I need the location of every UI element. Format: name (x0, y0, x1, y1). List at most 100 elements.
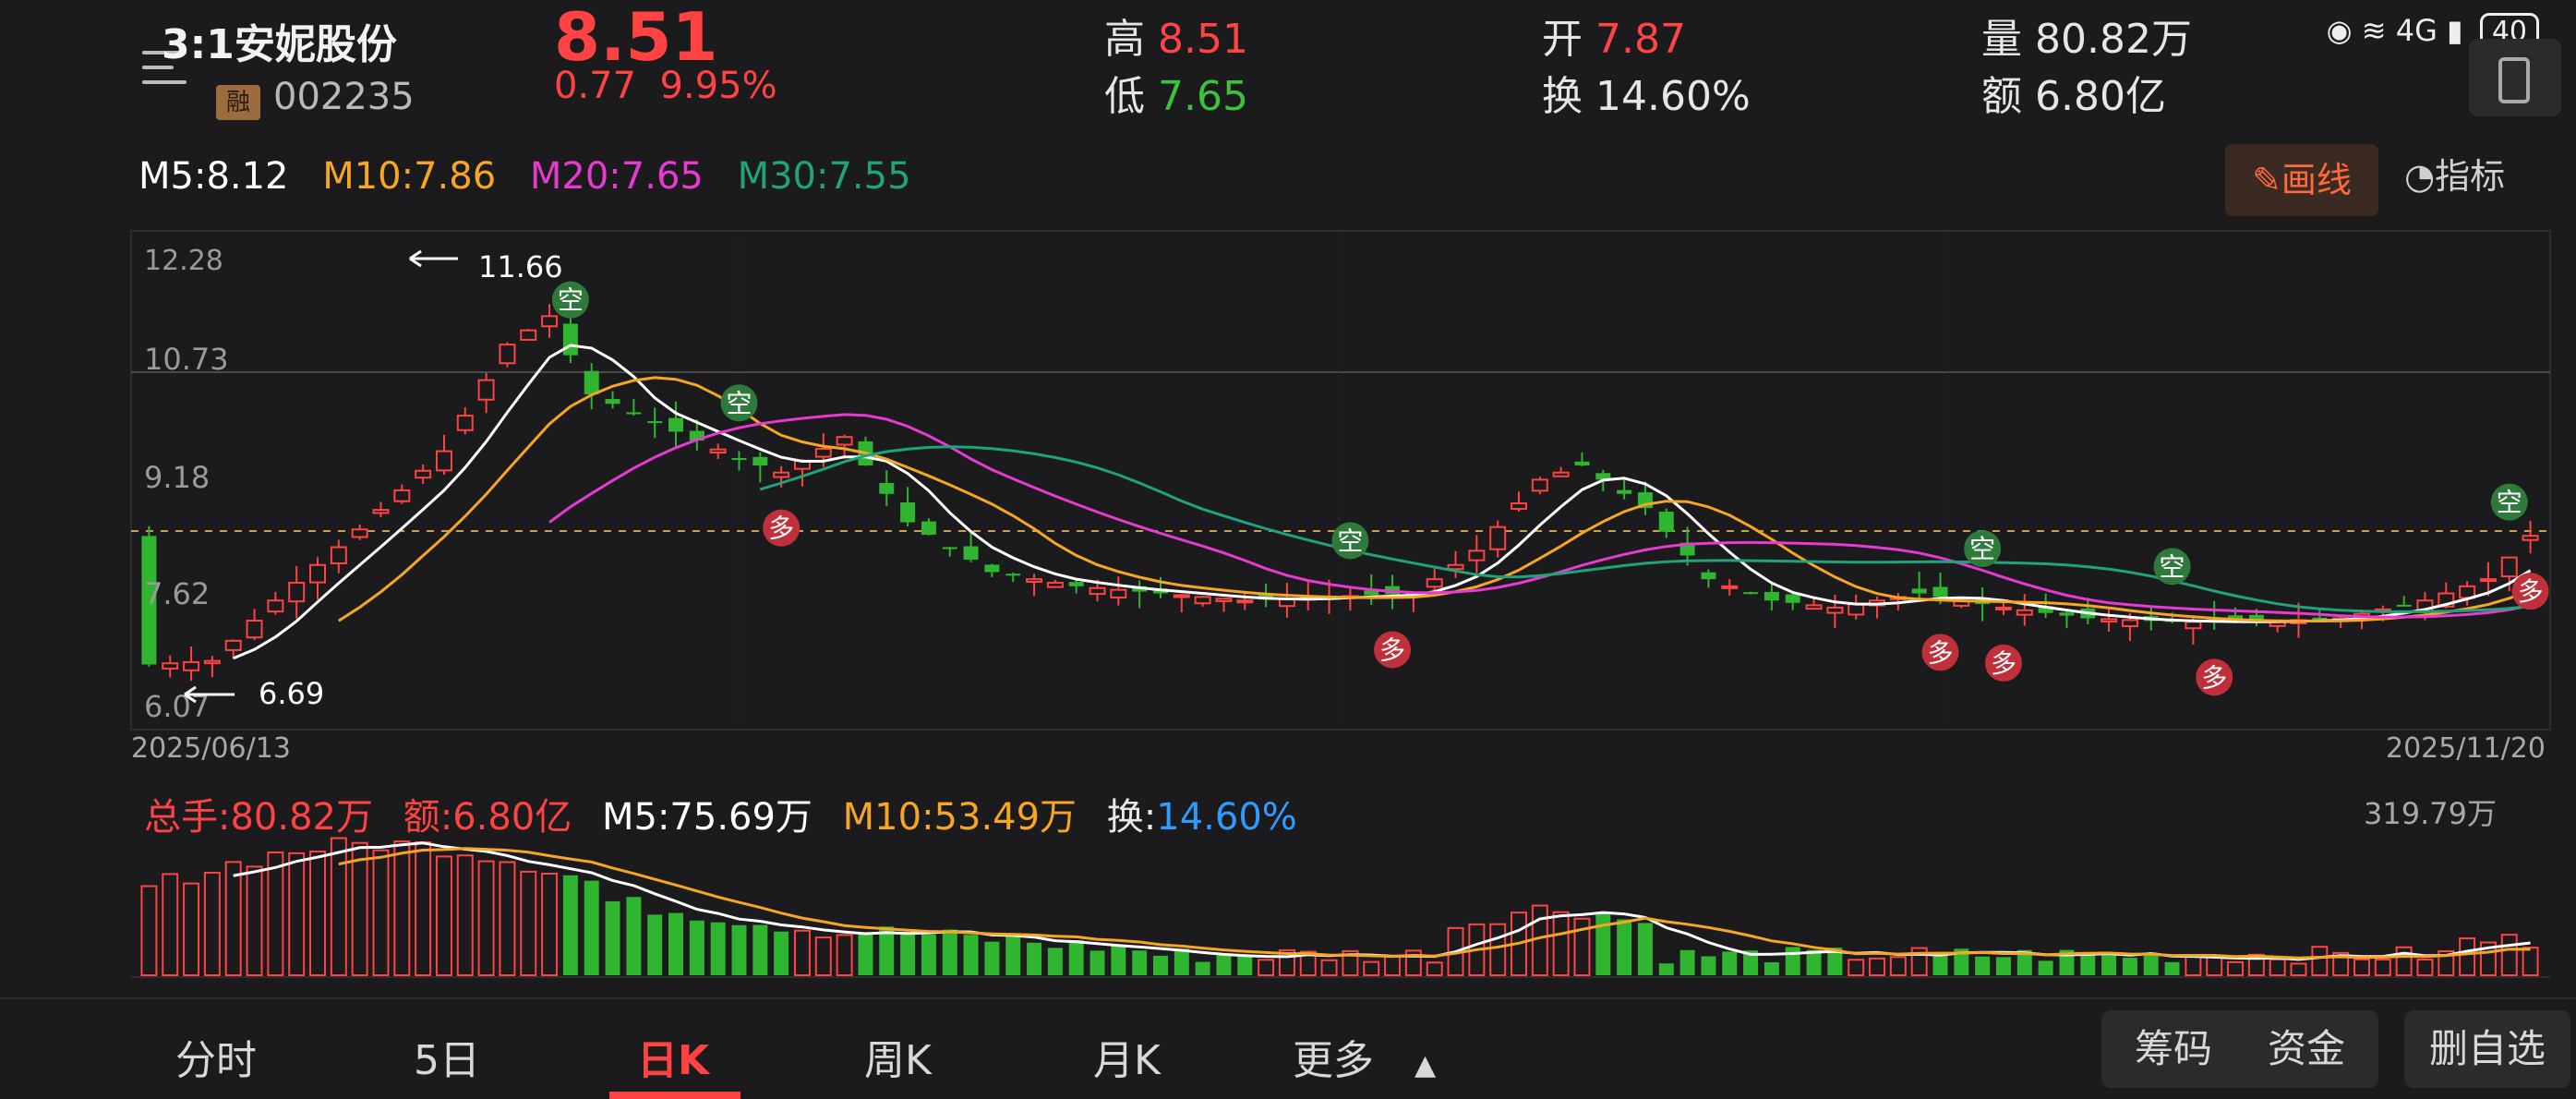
candle (1617, 489, 1632, 494)
volume-bar (1195, 961, 1210, 975)
volume-bar (1320, 959, 1338, 976)
volume-bar (626, 897, 642, 975)
candle (584, 370, 599, 395)
volume-bar (1806, 949, 1822, 975)
landscape-toggle-button[interactable] (2469, 39, 2561, 116)
volume-bar (879, 926, 895, 975)
volume-bar (793, 929, 811, 976)
candle (668, 417, 684, 432)
volume-bar (942, 929, 957, 975)
volume-bar (2206, 956, 2223, 977)
tab-5day[interactable]: 5日 (414, 1037, 480, 1084)
candle (2312, 617, 2328, 620)
volume-bar (2101, 953, 2117, 975)
candle (984, 564, 1000, 573)
candle (141, 536, 157, 665)
volume-bar (1174, 948, 1189, 975)
candle (1026, 578, 1043, 584)
signal-marker-text: 空 (2160, 551, 2185, 582)
total-volume: 总手:80.82万 (144, 796, 373, 839)
candle (1468, 550, 1486, 562)
candle (1236, 599, 1254, 604)
volume-bar (2500, 934, 2518, 977)
start-date: 2025/06/13 (131, 732, 291, 765)
y-label-3: 9.18 (144, 460, 210, 495)
candle (1595, 473, 1611, 480)
turnover-stat: 换 14.60% (1542, 73, 1751, 120)
candle (162, 662, 179, 670)
volume-bar (1489, 923, 1507, 977)
candle (309, 563, 326, 584)
candle (1447, 563, 1464, 571)
volume-bar (1573, 917, 1591, 977)
candle (1743, 592, 1759, 595)
volume-bar (963, 935, 979, 975)
signal-marker-text: 多 (1991, 648, 2016, 679)
kline-chart[interactable]: 空空空 空空空多多多多多多 12.28 10.73 9.18 7.62 6.07 … (0, 0, 2576, 997)
volume-bar (814, 936, 832, 976)
long-signal-marker (1984, 644, 2022, 682)
candle (1848, 603, 1865, 616)
volume-bar (2395, 946, 2413, 977)
candle (456, 415, 474, 431)
volume-bar (372, 849, 390, 976)
candle (2101, 618, 2118, 623)
volume-bar (2353, 958, 2370, 977)
candle (224, 639, 242, 651)
candle (1574, 461, 1590, 465)
ma30-label: M30:7.55 (737, 155, 911, 198)
low-stat: 低 7.65 (1104, 73, 1248, 120)
vol-m5: M5:75.69万 (601, 796, 813, 839)
candle (2522, 535, 2539, 541)
chips-button[interactable]: 筹码 (2134, 1026, 2212, 1071)
candle (541, 315, 559, 328)
signal-marker-text: 多 (1927, 637, 1953, 668)
volume-bar (1617, 919, 1632, 975)
indicator-button[interactable]: ◔指标 (2404, 156, 2506, 197)
volume-bar (351, 841, 368, 977)
volume-bar (2438, 949, 2455, 976)
volume-bar (1848, 959, 1865, 976)
tab-monthly-k[interactable]: 月K (1093, 1037, 1161, 1084)
draw-line-button[interactable]: ✎画线 (2225, 144, 2378, 216)
y-label-4: 7.62 (144, 576, 210, 611)
tab-more[interactable]: 更多 ▲ (1293, 1037, 1437, 1084)
tab-intraday[interactable]: 分时 (175, 1037, 257, 1084)
signal-marker-text: 空 (558, 285, 584, 316)
candle (836, 436, 853, 446)
volume-bar (731, 924, 747, 975)
vol-turnover-label: 换: (1106, 796, 1157, 839)
long-signal-marker (1374, 631, 1412, 669)
volume-bar (921, 935, 936, 975)
candle (2185, 621, 2202, 630)
volume-bar (1869, 957, 1886, 977)
volume-bar (1047, 948, 1063, 975)
signal-marker-text: 多 (768, 513, 794, 544)
volume-bar (1658, 963, 1674, 975)
volume-bar (1995, 957, 2011, 975)
volume-bar (288, 851, 306, 976)
ma30-line (759, 445, 2531, 613)
volume-bar (2164, 961, 2180, 975)
volume-bar (435, 855, 452, 977)
tab-daily-k[interactable]: 日K (637, 1037, 710, 1084)
tab-weekly-k[interactable]: 周K (864, 1037, 932, 1084)
volume-bar (647, 914, 663, 975)
candle (2121, 619, 2138, 628)
candle (1805, 604, 1823, 610)
short-signal-marker (551, 281, 589, 319)
signal-marker-text: 多 (1379, 634, 1405, 665)
candle (605, 399, 620, 405)
caret-up-icon: ▲ (1414, 1049, 1437, 1081)
ma20-line (548, 413, 2531, 619)
candle (689, 430, 704, 441)
volume-bar (900, 934, 916, 975)
current-price: 8.51 (554, 0, 718, 76)
volume-bar (246, 865, 263, 976)
menu-icon[interactable] (138, 42, 190, 93)
funds-button[interactable]: 资金 (2268, 1026, 2346, 1071)
remove-watchlist-button[interactable]: 删自选 (2404, 1010, 2570, 1088)
volume-bar (499, 861, 516, 976)
candle (1110, 588, 1127, 598)
status-bar: ◉ ≋ 4G ▮ 40 (2327, 13, 2539, 51)
